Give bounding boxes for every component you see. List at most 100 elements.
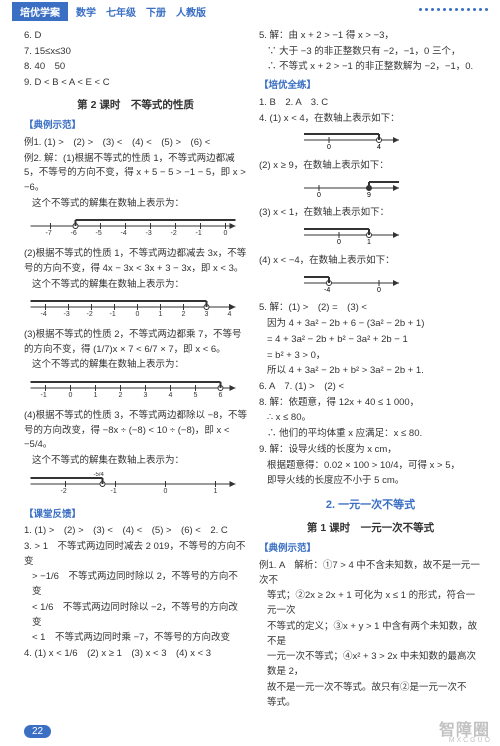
number-line-4: -2 -1 0 1 -5/4 (24, 472, 247, 494)
right-column: 5. 解：由 x + 2 > −1 得 x > −3， ∵ 大于 −3 的非正整… (253, 28, 488, 718)
solution-line: = b² + 3 > 0， (259, 349, 482, 364)
solution-line: = 4 + 3a² − 2b + b² − 3a² + 2b − 1 (259, 333, 482, 348)
header-subtitle: 数学 七年级 下册 人教版 (76, 4, 206, 19)
solution-line: 5. 解：(1) > (2) = (3) < (259, 301, 482, 316)
svg-text:-5: -5 (96, 230, 102, 236)
svg-text:-2: -2 (87, 311, 93, 317)
feedback-line: 4. (1) x < 1/6 (2) x ≥ 1 (3) x < 3 (4) x… (24, 647, 247, 662)
example-text: (2)根据不等式的性质 1，不等式两边都减去 3x，不等号的方向不变，得 4x … (24, 247, 247, 276)
svg-text:0: 0 (224, 230, 228, 236)
svg-text:-4: -4 (121, 230, 127, 236)
svg-text:0: 0 (136, 311, 140, 317)
svg-text:1: 1 (367, 239, 371, 245)
feedback-line: 1. (1) > (2) > (3) < (4) < (5) > (6) < 2… (24, 524, 247, 539)
example-text: 等式；②2x ≥ 2x + 1 可化为 x ≤ 1 的形式，符合一元一次 (259, 589, 482, 618)
solution-line: ∴ x ≤ 80。 (259, 411, 482, 426)
lesson-title: 第 2 课时 不等式的性质 (24, 97, 247, 113)
problem-text: (3) x < 1，在数轴上表示如下： (259, 206, 482, 221)
example-text: 不等式的定义；③x + y > 1 中含有两个未知数，故不是 (259, 620, 482, 649)
svg-text:-6: -6 (71, 230, 77, 236)
svg-text:-2: -2 (171, 230, 177, 236)
svg-text:0: 0 (377, 287, 381, 293)
solution-line: 所以 4 + 3a² − 2b + b² > 3a² − 2b + 1. (259, 364, 482, 379)
series-badge: 培优学案 (12, 2, 68, 21)
number-line-a: 0 4 (299, 128, 409, 150)
number-line-1: -7 -6 -5 -4 -3 -2 -1 0 (24, 214, 247, 236)
page-number: 22 (24, 725, 51, 738)
two-column-layout: 6. D 7. 15≤x≤30 8. 40 50 9. D < B < A < … (0, 22, 500, 718)
chapter-title: 2. 一元一次不等式 (259, 497, 482, 514)
feedback-line: < 1 不等式两边同时乘 −7，不等号的方向改变 (24, 631, 247, 646)
example-text: 例1. A 解析：①7 > 4 中不含未知数，故不是一元一次不 (259, 559, 482, 588)
svg-text:4: 4 (377, 144, 381, 150)
svg-text:-1: -1 (196, 230, 202, 236)
svg-text:-2: -2 (61, 488, 67, 494)
answer-line: 6. D (24, 29, 247, 44)
feedback-line: > −1/6 不等式两边同时除以 2，不等号的方向不变 (24, 570, 247, 599)
section-label: 【典例示范】 (24, 119, 247, 134)
answer-row: 1. B 2. A 3. C (259, 96, 482, 111)
number-line-3: -1 0 1 2 3 4 5 6 (24, 376, 247, 398)
solution-line: 即导火线的长度应不小于 5 cm。 (259, 474, 482, 489)
svg-text:-4: -4 (41, 311, 47, 317)
solution-line: 9. 解：设导火线的长度为 x cm， (259, 443, 482, 458)
example-line: 例1. (1) > (2) > (3) < (4) < (5) > (6) < (24, 136, 247, 151)
svg-text:4: 4 (169, 392, 173, 398)
svg-text:1: 1 (159, 311, 163, 317)
page-header: 培优学案 数学 七年级 下册 人教版 (0, 0, 500, 22)
example-text: 等式。 (259, 696, 482, 711)
svg-text:4: 4 (228, 311, 232, 317)
svg-text:2: 2 (182, 311, 186, 317)
example-text: 例2. 解：(1)根据不等式的性质 1，不等式两边都减 5，不等号的方向不变，得… (24, 152, 247, 196)
decorative-dots (419, 8, 488, 11)
svg-text:-4: -4 (324, 287, 330, 293)
example-text: 这个不等式的解集在数轴上表示为： (24, 278, 247, 293)
example-text: (3)根据不等式的性质 2，不等式两边都乘 7，不等号的方向不变，得 (1/7)… (24, 328, 247, 357)
svg-text:0: 0 (69, 392, 73, 398)
svg-text:3: 3 (205, 311, 209, 317)
problem-text: (2) x ≥ 9，在数轴上表示如下： (259, 159, 482, 174)
solution-line: ∵ 大于 −3 的非正整数只有 −2，−1，0 三个， (259, 45, 482, 60)
solution-line: ∴ 不等式 x + 2 > −1 的非正整数解为 −2，−1，0. (259, 60, 482, 75)
section-label: 【课堂反馈】 (24, 508, 247, 523)
example-text: 故不是一元一次不等式。故只有②是一元一次不 (259, 681, 482, 696)
number-line-d: -4 0 (299, 271, 409, 293)
example-text: (4)根据不等式的性质 3，不等式两边都除以 −8，不等号的方向改变，得 −8x… (24, 409, 247, 453)
svg-text:1: 1 (94, 392, 98, 398)
svg-text:1: 1 (214, 488, 218, 494)
solution-line: 8. 解：依题意，得 12x + 40 ≤ 1 000， (259, 396, 482, 411)
answer-line: 9. D < B < A < E < C (24, 76, 247, 91)
svg-text:3: 3 (144, 392, 148, 398)
svg-text:0: 0 (164, 488, 168, 494)
svg-text:-1: -1 (41, 392, 47, 398)
svg-text:-1: -1 (110, 311, 116, 317)
problem-text: 4. (1) x < 4，在数轴上表示如下： (259, 112, 482, 127)
svg-text:-7: -7 (46, 230, 52, 236)
svg-text:9: 9 (367, 192, 371, 198)
solution-line: 5. 解：由 x + 2 > −1 得 x > −3， (259, 29, 482, 44)
svg-text:0: 0 (317, 192, 321, 198)
section-label: 【典例示范】 (259, 542, 482, 557)
answer-line: 8. 40 50 (24, 60, 247, 75)
left-column: 6. D 7. 15≤x≤30 8. 40 50 9. D < B < A < … (18, 28, 253, 718)
feedback-line: 3. > 1 不等式两边同时减去 2 019，不等号的方向不变 (24, 540, 247, 569)
number-line-b: 0 9 (299, 176, 409, 198)
svg-text:-3: -3 (146, 230, 152, 236)
example-text: 这个不等式的解集在数轴上表示为： (24, 454, 247, 469)
section-label: 【培优全练】 (259, 79, 482, 94)
lesson-title: 第 1 课时 一元一次不等式 (259, 520, 482, 536)
svg-text:-3: -3 (64, 311, 70, 317)
solution-line: 根据题意得：0.02 × 100 > 10/4，可得 x > 5， (259, 459, 482, 474)
example-text: 这个不等式的解集在数轴上表示为： (24, 358, 247, 373)
solution-line: 因为 4 + 3a² − 2b + 6 − (3a² − 2b + 1) (259, 317, 482, 332)
svg-text:2: 2 (119, 392, 123, 398)
svg-text:-1: -1 (111, 488, 117, 494)
answer-line: 7. 15≤x≤30 (24, 45, 247, 60)
problem-text: (4) x < −4，在数轴上表示如下： (259, 254, 482, 269)
solution-line: ∴ 他们的平均体重 x 应满足：x ≤ 80. (259, 427, 482, 442)
example-text: 一元一次不等式；④x² + 3 > 2x 中未知数的最高次数是 2， (259, 650, 482, 679)
number-line-2: -4 -3 -2 -1 0 1 2 3 4 (24, 295, 247, 317)
answer-row: 6. A 7. (1) > (2) < (259, 380, 482, 395)
svg-text:0: 0 (337, 239, 341, 245)
svg-text:0: 0 (327, 144, 331, 150)
